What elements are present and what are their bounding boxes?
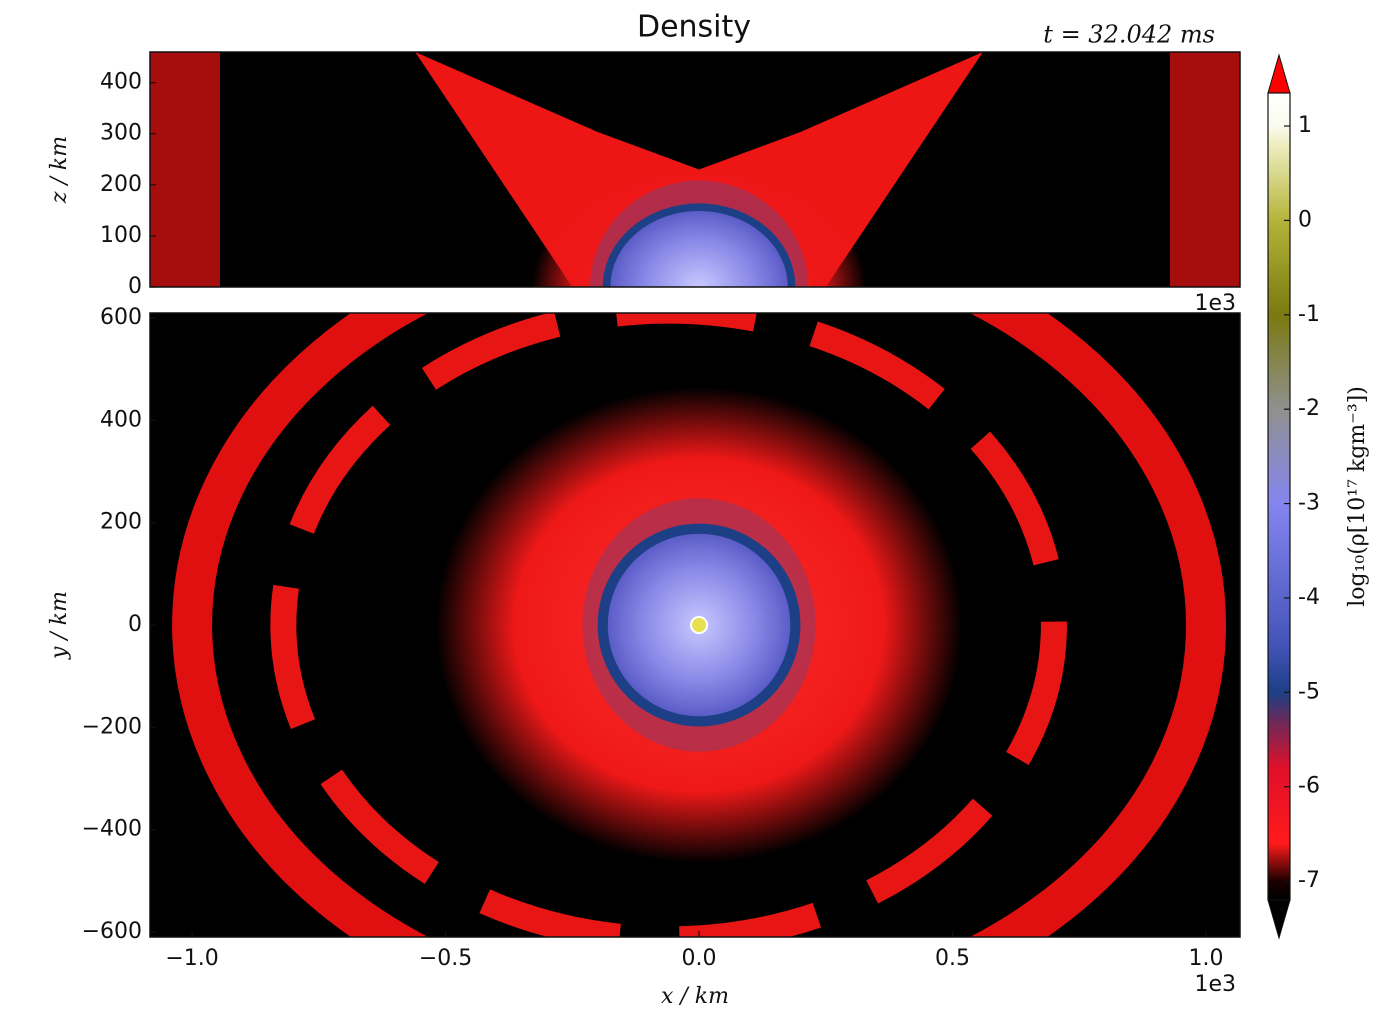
- x-tick-label: −1.0: [165, 946, 218, 971]
- x-tick-label: 0.0: [682, 946, 717, 971]
- x-tick-label: 0.5: [935, 946, 970, 971]
- colorbar-tick-label: -1: [1298, 302, 1320, 327]
- colorbar-extend-bottom: [1267, 899, 1291, 940]
- colorbar: [1267, 92, 1291, 901]
- x-offset-label: 1e3: [1194, 291, 1236, 316]
- colorbar-tick-label: 1: [1298, 113, 1312, 138]
- outer-red: [1170, 52, 1240, 287]
- y-tick-label: −400: [82, 817, 142, 842]
- colorbar-label: log₁₀(ρ[10¹⁷ kgm⁻³]): [1345, 386, 1370, 607]
- outer-red: [150, 52, 220, 287]
- top-panel-image: [150, 52, 1240, 287]
- y-tick-label: −200: [82, 714, 142, 739]
- y-tick-label: 200: [100, 172, 142, 197]
- y-axis-label: z / km: [47, 136, 72, 204]
- x-offset-label: 1e3: [1194, 972, 1236, 997]
- y-tick-label: 400: [100, 407, 142, 432]
- colorbar-tick-label: -5: [1298, 679, 1320, 704]
- y-tick-label: 0: [128, 612, 142, 637]
- colorbar-tick-label: -6: [1298, 774, 1320, 799]
- y-tick-label: 400: [100, 70, 142, 95]
- mid-ring: [270, 313, 1067, 937]
- colorbar-tick-label: 0: [1298, 207, 1312, 232]
- time-label: t = 32.042 ms: [1043, 21, 1215, 49]
- y-tick-label: 600: [100, 305, 142, 330]
- y-axis-label: y / km: [47, 591, 72, 660]
- x-tick-label: −0.5: [419, 946, 472, 971]
- colorbar-tick-label: -7: [1298, 868, 1320, 893]
- chart-title: Density: [637, 10, 751, 45]
- y-tick-label: 0: [128, 274, 142, 299]
- colorbar-extend-top: [1267, 53, 1291, 94]
- y-tick-label: 200: [100, 510, 142, 535]
- y-tick-label: −600: [82, 919, 142, 944]
- x-tick-label: 1.0: [1189, 946, 1224, 971]
- core: [610, 210, 788, 287]
- bottom-panel-image: [150, 313, 1240, 937]
- colorbar-tick-label: -3: [1298, 491, 1320, 516]
- outer-ring: [172, 313, 1226, 937]
- colorbar-tick-label: -4: [1298, 585, 1320, 610]
- colorbar-tick-label: -2: [1298, 396, 1320, 421]
- y-tick-label: 300: [100, 121, 142, 146]
- y-tick-label: 100: [100, 223, 142, 248]
- center: [690, 616, 709, 634]
- x-axis-label: x / km: [661, 984, 729, 1009]
- frame: [149, 51, 1241, 288]
